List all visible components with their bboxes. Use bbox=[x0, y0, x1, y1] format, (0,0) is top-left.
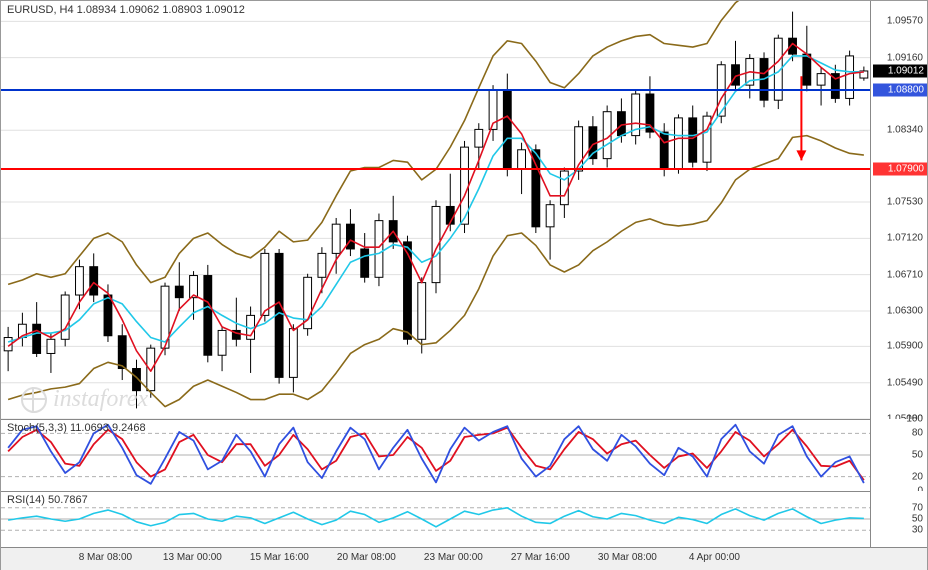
chart-title: EURUSD, H4 1.08934 1.09062 1.08903 1.090… bbox=[7, 4, 245, 16]
rsi-y-axis: 305070 bbox=[870, 491, 927, 547]
price-panel[interactable]: EURUSD, H4 1.08934 1.09062 1.08903 1.090… bbox=[1, 1, 927, 420]
price-y-axis: 1.09012 1.08800 1.07900 1.050801.054901.… bbox=[870, 1, 927, 419]
support-line[interactable] bbox=[1, 168, 871, 170]
stoch-y-axis: 0205080100 bbox=[870, 419, 927, 491]
resistance-line[interactable] bbox=[1, 89, 871, 91]
rsi-plot-area[interactable]: RSI(14) 50.7867 bbox=[1, 491, 871, 547]
time-axis: 8 Mar 08:0013 Mar 00:0015 Mar 16:0020 Ma… bbox=[1, 547, 927, 570]
price-svg bbox=[1, 1, 871, 419]
stoch-title: Stoch(5,3,3) 11.0693 9.2468 bbox=[7, 422, 146, 434]
rsi-panel[interactable]: RSI(14) 50.7867 305070 bbox=[1, 491, 927, 548]
support-price-label: 1.07900 bbox=[873, 163, 927, 176]
current-price-label: 1.09012 bbox=[873, 64, 927, 77]
stoch-plot-area[interactable]: Stoch(5,3,3) 11.0693 9.2468 bbox=[1, 419, 871, 491]
resistance-price-label: 1.08800 bbox=[873, 83, 927, 96]
forex-chart-container: EURUSD, H4 1.08934 1.09062 1.08903 1.090… bbox=[0, 0, 928, 570]
rsi-svg bbox=[1, 491, 871, 547]
price-plot-area[interactable]: EURUSD, H4 1.08934 1.09062 1.08903 1.090… bbox=[1, 1, 871, 419]
rsi-title: RSI(14) 50.7867 bbox=[7, 494, 88, 506]
stochastic-panel[interactable]: Stoch(5,3,3) 11.0693 9.2468 0205080100 bbox=[1, 419, 927, 492]
